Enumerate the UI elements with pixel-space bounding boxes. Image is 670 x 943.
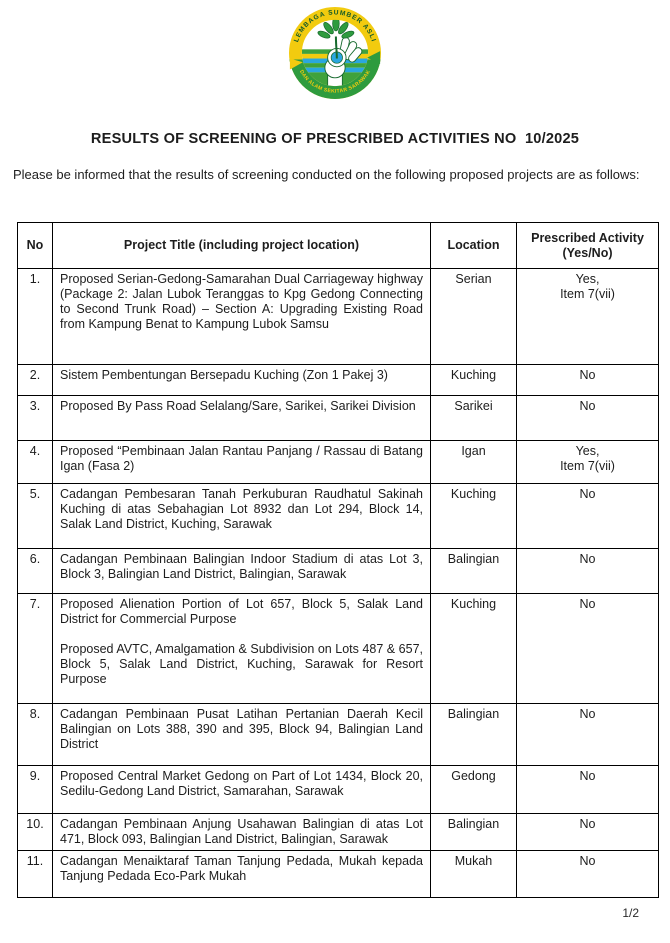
row-number-cell: 7.: [17, 593, 53, 704]
location-cell: Serian: [430, 268, 517, 365]
prescribed-activity-cell: No: [516, 364, 659, 396]
row-number-cell: 5.: [17, 483, 53, 549]
agency-logo: LEMBAGA SUMBER ASLI DAN ALAM SEKITAR SAR…: [289, 7, 381, 99]
prescribed-activity-cell: No: [516, 593, 659, 704]
location-cell: Gedong: [430, 765, 517, 814]
row-number-cell: 11.: [17, 850, 53, 898]
prescribed-activity-cell: No: [516, 813, 659, 851]
project-title-cell: Sistem Pembentungan Bersepadu Kuching (Z…: [52, 364, 431, 396]
location-cell: Kuching: [430, 364, 517, 396]
project-title-cell: Cadangan Pembinaan Anjung Usahawan Balin…: [52, 813, 431, 851]
column-header-no: No: [17, 222, 53, 269]
project-title-cell: Proposed By Pass Road Selalang/Sare, Sar…: [52, 395, 431, 441]
table-row: 3. Proposed By Pass Road Selalang/Sare, …: [17, 395, 659, 441]
column-header-prescribed-activity: Prescribed Activity (Yes/No): [516, 222, 659, 269]
row-number-cell: 8.: [17, 703, 53, 766]
prescribed-activity-cell: No: [516, 395, 659, 441]
table-row: 2. Sistem Pembentungan Bersepadu Kuching…: [17, 364, 659, 396]
screening-results-table: No Project Title (including project loca…: [17, 222, 659, 898]
row-number-cell: 4.: [17, 440, 53, 484]
column-header-project-title: Project Title (including project locatio…: [52, 222, 431, 269]
prescribed-activity-cell: Yes, Item 7(vii): [516, 440, 659, 484]
table-row: 4. Proposed “Pembinaan Jalan Rantau Panj…: [17, 440, 659, 484]
location-cell: Kuching: [430, 483, 517, 549]
prescribed-activity-cell: No: [516, 548, 659, 594]
table-row: 8. Cadangan Pembinaan Pusat Latihan Pert…: [17, 703, 659, 766]
logo-green-band: [289, 59, 381, 99]
table-header-row: No Project Title (including project loca…: [17, 222, 659, 269]
project-title-cell: Proposed Central Market Gedong on Part o…: [52, 765, 431, 814]
row-number-cell: 9.: [17, 765, 53, 814]
project-title-cell: Proposed “Pembinaan Jalan Rantau Panjang…: [52, 440, 431, 484]
table-row: 1. Proposed Serian-Gedong-Samarahan Dual…: [17, 268, 659, 365]
page-number: 1/2: [622, 906, 639, 920]
location-cell: Balingian: [430, 703, 517, 766]
document-title: RESULTS OF SCREENING OF PRESCRIBED ACTIV…: [90, 131, 580, 147]
project-title-cell: Proposed Serian-Gedong-Samarahan Dual Ca…: [52, 268, 431, 365]
prescribed-activity-cell: No: [516, 765, 659, 814]
row-number-cell: 10.: [17, 813, 53, 851]
location-cell: Kuching: [430, 593, 517, 704]
location-cell: Mukah: [430, 850, 517, 898]
table-row: 11. Cadangan Menaiktaraf Taman Tanjung P…: [17, 850, 659, 898]
logo-left-ribbon-fold: [289, 58, 303, 70]
agency-logo-emblem: LEMBAGA SUMBER ASLI DAN ALAM SEKITAR SAR…: [289, 7, 381, 99]
row-number-cell: 2.: [17, 364, 53, 396]
table-row: 5. Cadangan Pembesaran Tanah Perkuburan …: [17, 483, 659, 549]
table-row: 9. Proposed Central Market Gedong on Par…: [17, 765, 659, 814]
table-row: 10. Cadangan Pembinaan Anjung Usahawan B…: [17, 813, 659, 851]
table-row: 6. Cadangan Pembinaan Balingian Indoor S…: [17, 548, 659, 594]
location-cell: Igan: [430, 440, 517, 484]
location-cell: Sarikei: [430, 395, 517, 441]
table-row: 7. Proposed Alienation Portion of Lot 65…: [17, 593, 659, 704]
row-number-cell: 6.: [17, 548, 53, 594]
project-title-cell: Cadangan Pembinaan Pusat Latihan Pertani…: [52, 703, 431, 766]
project-title-cell: Cadangan Menaiktaraf Taman Tanjung Pedad…: [52, 850, 431, 898]
intro-paragraph: Please be informed that the results of s…: [13, 167, 640, 182]
location-cell: Balingian: [430, 548, 517, 594]
column-header-location: Location: [430, 222, 517, 269]
logo-right-ribbon-fold: [367, 51, 381, 65]
prescribed-activity-cell: Yes, Item 7(vii): [516, 268, 659, 365]
project-title-cell: Proposed Alienation Portion of Lot 657, …: [52, 593, 431, 704]
prescribed-activity-cell: No: [516, 483, 659, 549]
prescribed-activity-cell: No: [516, 703, 659, 766]
prescribed-activity-cell: No: [516, 850, 659, 898]
project-title-cell: Cadangan Pembinaan Balingian Indoor Stad…: [52, 548, 431, 594]
location-cell: Balingian: [430, 813, 517, 851]
row-number-cell: 3.: [17, 395, 53, 441]
row-number-cell: 1.: [17, 268, 53, 365]
project-title-cell: Cadangan Pembesaran Tanah Perkuburan Rau…: [52, 483, 431, 549]
